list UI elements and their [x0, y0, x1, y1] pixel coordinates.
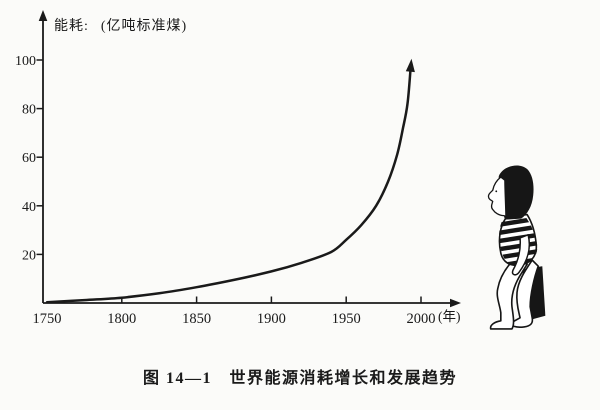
curve-arrowhead	[405, 58, 415, 73]
y-tick-label: 80	[22, 103, 36, 118]
x-tick-label: 1950	[332, 311, 361, 327]
x-axis-arrowhead	[450, 298, 461, 308]
child-arm	[511, 234, 531, 276]
child-face	[487, 176, 507, 218]
y-tick-label: 60	[22, 151, 36, 166]
child-eye	[495, 190, 498, 193]
figure-caption: 图 14—1 世界能源消耗增长和发展趋势	[142, 370, 457, 387]
x-tick-label: 1900	[257, 311, 286, 327]
y-tick-label: 20	[22, 248, 36, 263]
child-back-leg	[510, 259, 540, 328]
x-tick-label: 1800	[107, 311, 136, 327]
y-tick-label: 40	[22, 200, 36, 215]
y-axis-arrowhead	[38, 10, 48, 21]
child-hair	[498, 165, 534, 220]
x-tick-label: 1750	[33, 311, 62, 327]
y-axis-unit-label: (亿吨标准煤)	[100, 19, 188, 34]
x-tick-label: 1850	[182, 311, 211, 327]
y-axis-title: 能耗: (亿吨标准煤)	[54, 15, 187, 35]
y-axis-title-text: 能耗:	[54, 19, 89, 34]
energy-curve	[45, 62, 413, 304]
x-axis-unit-label: (年)	[438, 309, 461, 324]
x-tick-label: 2000	[407, 311, 436, 327]
child-front-leg	[489, 256, 528, 330]
child-cartoon	[487, 165, 546, 330]
y-tick-label: 100	[15, 54, 36, 69]
